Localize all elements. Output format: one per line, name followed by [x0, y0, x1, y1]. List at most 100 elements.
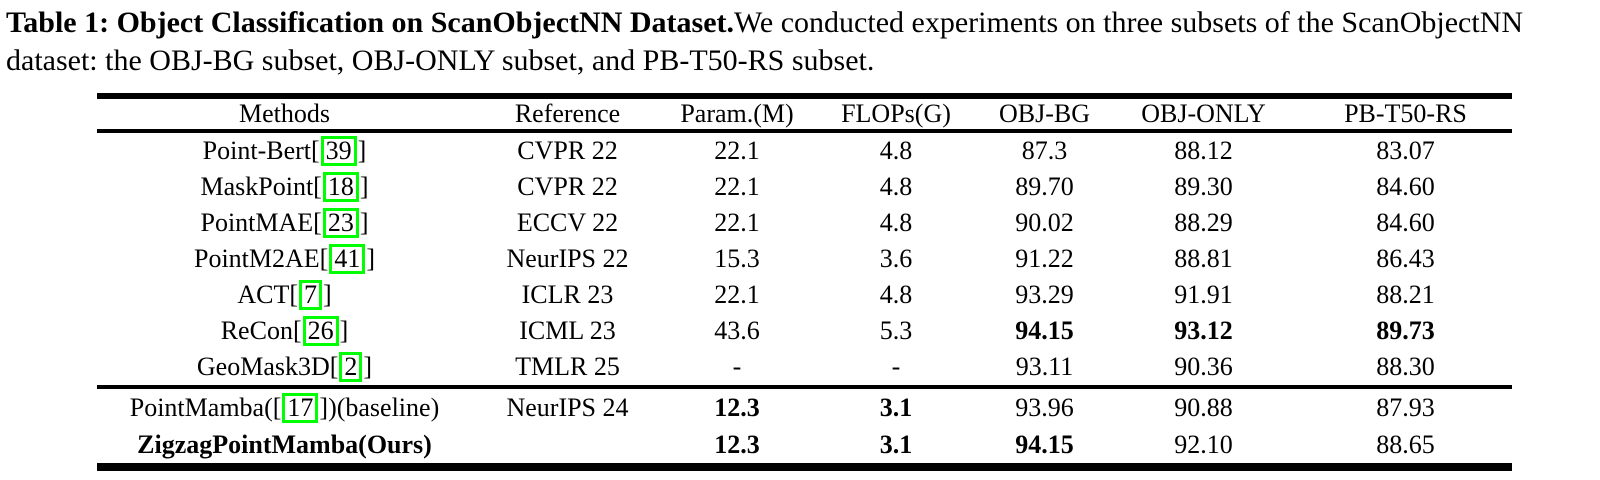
method-name-suffix: ]: [366, 244, 375, 273]
header-row: Methods Reference Param.(M) FLOPs(G) OBJ-BG O…: [97, 96, 1512, 133]
method-name: ReCon[: [220, 316, 302, 345]
caption-title: Table 1: Object Classification on ScanOb…: [6, 6, 735, 39]
method-name-suffix: ]: [323, 280, 332, 309]
obj-only-cell: 91.91: [1174, 280, 1233, 309]
table-row: ReCon[26] ICML 23 43.6 5.3 94.15 93.12 89.73: [97, 313, 1512, 349]
table-row: PointMamba([17])(baseline) NeurIPS 24 12.3…: [97, 387, 1512, 426]
obj-only-cell: 90.88: [1174, 392, 1233, 422]
flops-cell: 5.3: [879, 316, 913, 345]
obj-only-cell: 93.12: [1174, 316, 1233, 345]
column-header-flops-g-: FLOPs(G): [811, 96, 981, 133]
citation-link[interactable]: 17: [282, 392, 319, 423]
obj-bg-cell: 89.70: [1015, 172, 1074, 201]
obj-bg-cell: 93.29: [1015, 280, 1074, 309]
method-name-suffix: ])(baseline): [319, 392, 440, 422]
param-cell: 22.1: [714, 136, 760, 165]
citation-link[interactable]: 41: [329, 244, 366, 274]
reference-cell: NeurIPS 22: [506, 244, 629, 273]
reference-cell: ICLR 23: [521, 280, 614, 309]
reference-cell: CVPR 22: [517, 136, 618, 165]
method-name-suffix: ]: [339, 316, 349, 345]
column-header-param-m-: Param.(M): [663, 96, 811, 133]
obj-bg-cell: 93.11: [1015, 352, 1074, 381]
column-header-pb-t50-rs: PB-T50-RS: [1299, 96, 1512, 133]
citation-link[interactable]: 2: [339, 352, 363, 382]
param-cell: 12.3: [714, 392, 760, 422]
column-header-obj-only: OBJ-ONLY: [1108, 96, 1299, 133]
flops-cell: 4.8: [879, 172, 913, 201]
pb-t50-rs-cell: 88.30: [1376, 352, 1435, 381]
flops-cell: 3.1: [879, 392, 913, 422]
method-cell: GeoMask3D[2]: [97, 349, 472, 387]
method-cell: ZigzagPointMamba(Ours): [97, 426, 472, 467]
param-cell: 22.1: [714, 172, 760, 201]
obj-bg-cell: 93.96: [1015, 392, 1074, 422]
method-name: Point-Bert[: [202, 136, 320, 165]
obj-bg-cell: 94.15: [1015, 429, 1074, 459]
table-row: ACT[7] ICLR 23 22.1 4.8 93.29 91.91 88.21: [97, 277, 1512, 313]
pb-t50-rs-cell: 88.21: [1376, 280, 1435, 309]
reference-cell: TMLR 25: [515, 352, 620, 381]
table-body-main: Point-Bert[39] CVPR 22 22.1 4.8 87.3 88.12 83.…: [97, 131, 1512, 387]
method-name: PointMamba([: [129, 392, 282, 422]
method-cell: Point-Bert[39]: [97, 131, 472, 169]
table-header: Methods Reference Param.(M) FLOPs(G) OBJ-BG O…: [97, 96, 1512, 133]
method-name: GeoMask3D[: [196, 352, 339, 381]
results-table: Methods Reference Param.(M) FLOPs(G) OBJ-BG O…: [97, 93, 1512, 471]
method-cell: PointMAE[23]: [97, 205, 472, 241]
obj-only-cell: 88.29: [1174, 208, 1233, 237]
citation-link[interactable]: 7: [299, 280, 322, 310]
table-row: Point-Bert[39] CVPR 22 22.1 4.8 87.3 88.12 83.…: [97, 131, 1512, 169]
method-name: PointMAE[: [200, 208, 322, 237]
method-cell: MaskPoint[18]: [97, 169, 472, 205]
method-cell: PointMamba([17])(baseline): [97, 387, 472, 426]
obj-bg-cell: 90.02: [1015, 208, 1074, 237]
flops-cell: 3.1: [879, 429, 913, 459]
method-cell: PointM2AE[41]: [97, 241, 472, 277]
method-cell: ReCon[26]: [97, 313, 472, 349]
table-body-bottom: PointMamba([17])(baseline) NeurIPS 24 12.3…: [97, 387, 1512, 467]
pb-t50-rs-cell: 87.93: [1376, 392, 1435, 422]
flops-cell: 4.8: [879, 280, 913, 309]
pb-t50-rs-cell: 89.73: [1376, 316, 1435, 345]
method-name: ACT[: [237, 280, 298, 309]
flops-cell: -: [891, 352, 901, 381]
pb-t50-rs-cell: 83.07: [1376, 136, 1435, 165]
citation-link[interactable]: 23: [322, 208, 359, 238]
reference-cell: ICML 23: [519, 316, 616, 345]
obj-bg-cell: 87.3: [1021, 136, 1068, 165]
citation-link[interactable]: 26: [302, 316, 339, 346]
method-name-suffix: ]: [359, 208, 369, 237]
reference-cell: CVPR 22: [517, 172, 618, 201]
table-row: ZigzagPointMamba(Ours) 12.3 3.1 94.15 92.10 8…: [97, 426, 1512, 467]
caption-body: We conducted experiments on three subset…: [6, 6, 1524, 77]
reference-cell: NeurIPS 24: [506, 392, 629, 422]
method-name-suffix: ]: [357, 136, 367, 165]
param-cell: 15.3: [714, 244, 760, 273]
column-header-obj-bg: OBJ-BG: [981, 96, 1108, 133]
method-cell: ACT[7]: [97, 277, 472, 313]
obj-only-cell: 92.10: [1174, 429, 1233, 459]
obj-only-cell: 90.36: [1174, 352, 1233, 381]
table-row: PointMAE[23] ECCV 22 22.1 4.8 90.02 88.29 84.6…: [97, 205, 1512, 241]
param-cell: 12.3: [714, 429, 760, 459]
reference-cell: [472, 426, 663, 467]
obj-only-cell: 88.81: [1174, 244, 1233, 273]
column-header-methods: Methods: [97, 96, 472, 133]
method-name: ZigzagPointMamba(Ours): [137, 429, 432, 459]
param-cell: 22.1: [714, 280, 760, 309]
citation-link[interactable]: 18: [322, 172, 359, 202]
method-name: PointM2AE[: [193, 244, 329, 273]
obj-bg-cell: 94.15: [1015, 316, 1074, 345]
flops-cell: 4.8: [879, 208, 913, 237]
method-name-suffix: ]: [359, 172, 369, 201]
table-row: GeoMask3D[2] TMLR 25 - - 93.11 90.36 88.30: [97, 349, 1512, 387]
pb-t50-rs-cell: 84.60: [1376, 172, 1435, 201]
citation-link[interactable]: 39: [320, 136, 357, 166]
method-name: MaskPoint[: [200, 172, 322, 201]
pb-t50-rs-cell: 88.65: [1376, 429, 1435, 459]
pb-t50-rs-cell: 84.60: [1376, 208, 1435, 237]
flops-cell: 4.8: [879, 136, 913, 165]
obj-only-cell: 88.12: [1174, 136, 1233, 165]
